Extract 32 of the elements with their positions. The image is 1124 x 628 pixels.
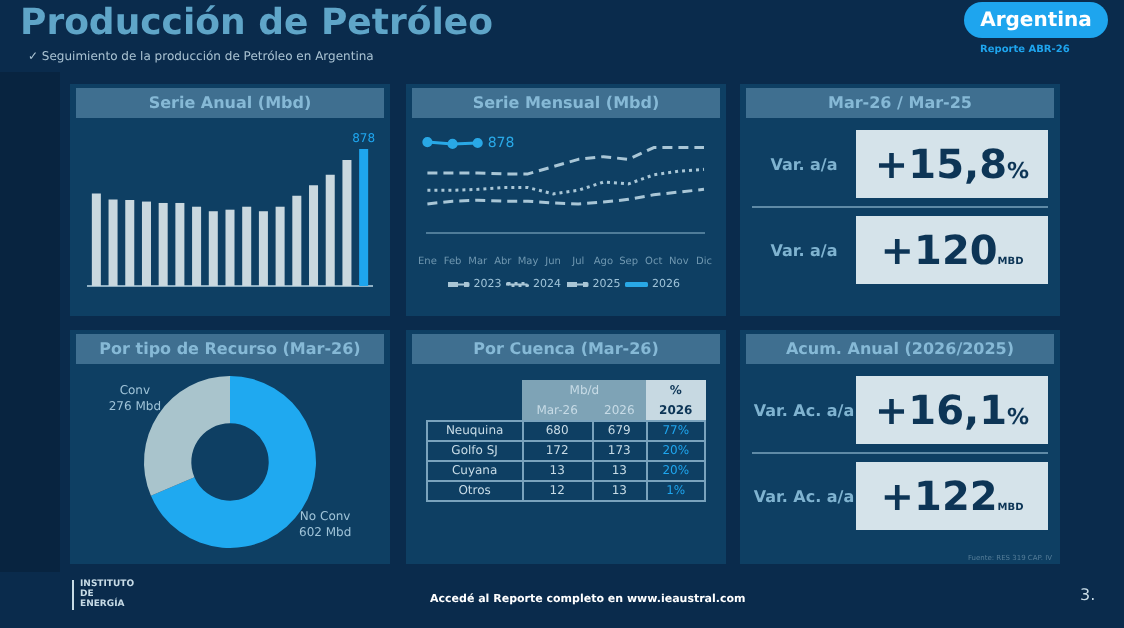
text: Por Cuenca (Mar-26) bbox=[412, 334, 720, 364]
text: Var. a/a bbox=[768, 155, 840, 173]
text: Producción de Petróleo bbox=[20, 2, 493, 44]
bar bbox=[275, 206, 285, 286]
bar bbox=[91, 193, 101, 286]
bar bbox=[309, 185, 319, 286]
text: Mar-26 / Mar-25 bbox=[746, 88, 1054, 118]
bar bbox=[125, 200, 135, 286]
text: Acum. Anual (2026/2025) bbox=[746, 334, 1054, 364]
text: Var. Ac. a/a bbox=[752, 401, 856, 419]
text: +16,1% bbox=[874, 386, 1030, 434]
bar bbox=[242, 206, 252, 286]
bar bbox=[175, 202, 185, 286]
bar bbox=[292, 195, 302, 286]
bar bbox=[108, 199, 118, 286]
bar bbox=[141, 201, 151, 286]
bar bbox=[325, 174, 335, 286]
bar bbox=[192, 206, 202, 286]
bar bbox=[359, 148, 369, 286]
text: +15,8% bbox=[874, 140, 1030, 188]
bar bbox=[225, 209, 235, 286]
bar bbox=[258, 211, 268, 286]
chart-title: Por tipo de Recurso (Mar-26) bbox=[76, 334, 384, 364]
chart-title: Serie Anual (Mbd) bbox=[76, 88, 384, 118]
text: Var. a/a bbox=[768, 241, 840, 259]
text: Var. Ac. a/a bbox=[752, 487, 856, 505]
bar bbox=[342, 160, 352, 286]
text: 3. bbox=[1080, 586, 1096, 604]
chart-title: Serie Mensual (Mbd) bbox=[412, 88, 720, 118]
text: Argentina bbox=[964, 2, 1108, 38]
bar bbox=[208, 211, 218, 286]
bar bbox=[158, 202, 168, 286]
